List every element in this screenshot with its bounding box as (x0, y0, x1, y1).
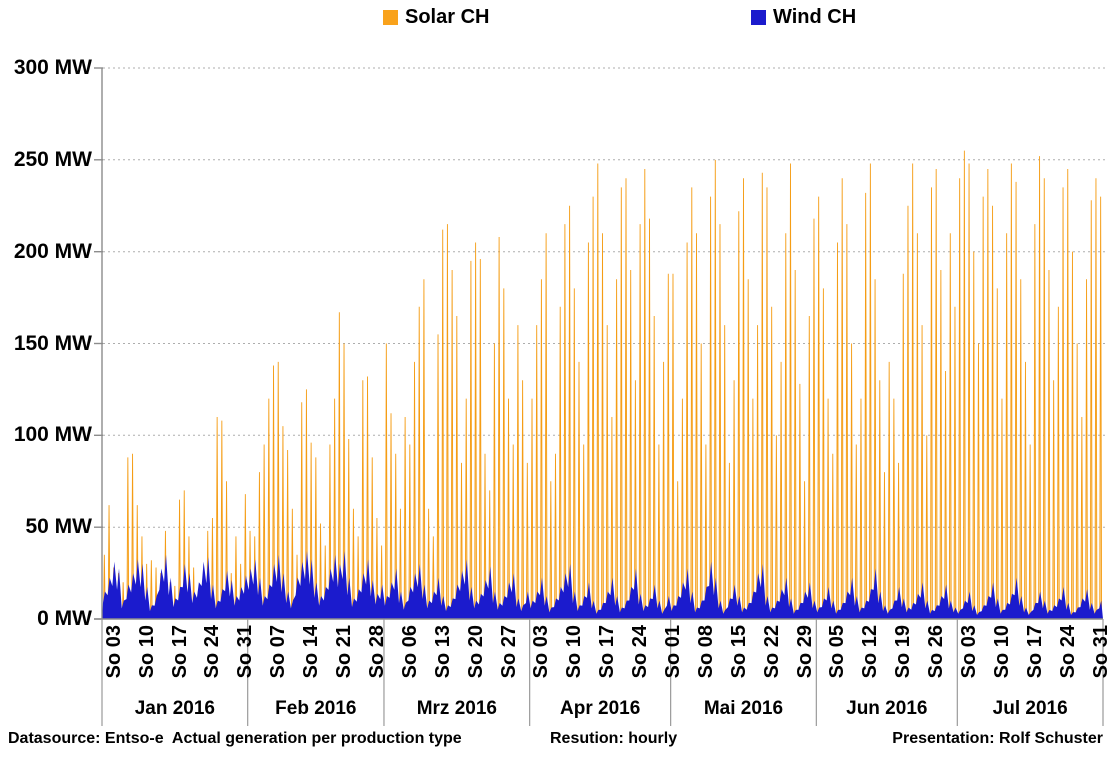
x-axis-label: So 08 (694, 625, 717, 679)
x-axis-label: So 24 (629, 625, 652, 679)
month-label: Jan 2016 (134, 698, 215, 719)
x-axis-label: So 31 (234, 625, 257, 679)
solar-legend-label: Solar CH (405, 6, 490, 28)
x-axis-label: So 03 (958, 625, 981, 679)
x-axis-label: So 10 (563, 625, 586, 679)
x-axis-label: So 07 (267, 625, 290, 679)
y-axis-label: 300 MW (13, 56, 92, 79)
x-axis-label: So 10 (135, 625, 158, 679)
x-axis-label: So 20 (464, 625, 487, 679)
presentation-note: Presentation: Rolf Schuster (892, 730, 1103, 747)
x-axis-label: So 03 (530, 625, 553, 679)
y-axis-label: 50 MW (25, 515, 92, 539)
month-label: Jun 2016 (846, 698, 928, 719)
x-axis-label: So 27 (497, 625, 520, 679)
legend-item-wind: Wind CH (751, 6, 856, 28)
x-axis-label: So 13 (431, 625, 454, 679)
y-axis-label: 250 MW (13, 147, 92, 171)
y-axis-label: 200 MW (13, 239, 92, 263)
x-axis-label: So 15 (727, 625, 750, 679)
x-axis-label: So 10 (990, 625, 1013, 679)
month-label: Mrz 2016 (416, 698, 497, 719)
month-label: Jul 2016 (992, 698, 1068, 719)
x-axis-label: So 31 (1089, 625, 1111, 679)
x-axis-label: So 03 (102, 625, 125, 679)
x-axis-label: So 19 (892, 625, 915, 679)
x-axis-label: So 05 (826, 625, 849, 679)
datasource-note: Datasource: Entso-e Actual generation pe… (8, 730, 462, 747)
month-label: Apr 2016 (560, 698, 641, 719)
x-axis-label: So 26 (925, 625, 948, 679)
x-axis-label: So 28 (365, 625, 388, 679)
y-axis-label: 100 MW (13, 423, 92, 447)
x-axis-label: So 24 (201, 625, 224, 679)
x-axis-label: So 14 (300, 625, 323, 679)
x-axis-label: So 22 (760, 625, 783, 679)
month-label: Mai 2016 (703, 698, 784, 719)
x-axis-label: So 12 (859, 625, 882, 679)
wind-legend-label: Wind CH (773, 6, 857, 28)
x-axis-label: So 17 (596, 625, 619, 679)
wind-legend-swatch-icon (751, 9, 766, 25)
x-axis-label: So 01 (661, 625, 684, 679)
x-axis-label: So 21 (333, 625, 356, 679)
legend-item-solar: Solar CH (383, 6, 489, 28)
solar-series-area (102, 150, 1103, 620)
y-axis-label: 0 MW (37, 607, 92, 630)
month-label: Feb 2016 (275, 698, 357, 719)
x-axis-label: So 06 (398, 625, 421, 679)
wind-series-area (102, 551, 1103, 619)
solar-legend-swatch-icon (383, 9, 398, 25)
y-axis-label: 150 MW (13, 331, 92, 355)
x-axis-label: So 17 (1023, 625, 1046, 679)
x-axis-label: So 29 (793, 625, 816, 679)
resolution-note: Resution: hourly (550, 730, 678, 747)
x-axis-label: So 24 (1056, 625, 1079, 679)
x-axis-label: So 17 (168, 625, 191, 679)
